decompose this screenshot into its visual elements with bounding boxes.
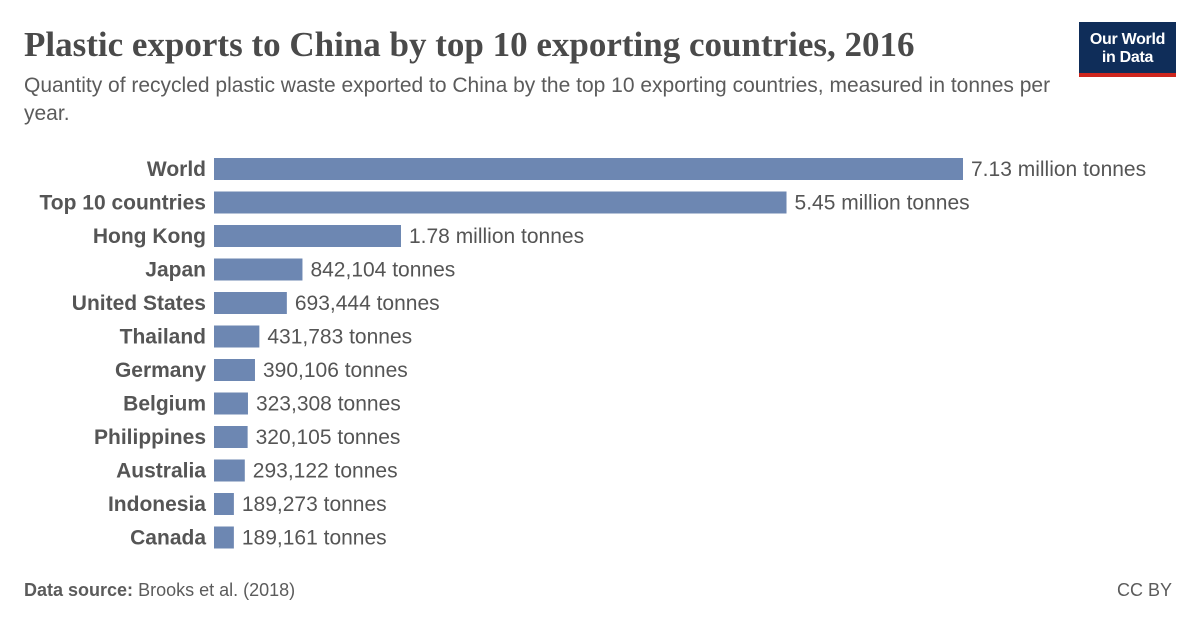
category-label: Philippines — [94, 426, 206, 449]
data-source: Data source: Brooks et al. (2018) — [24, 580, 295, 601]
category-label: United States — [72, 292, 206, 315]
value-label: 320,105 tonnes — [256, 426, 401, 449]
category-label: Japan — [145, 259, 206, 282]
category-label: Australia — [116, 460, 206, 483]
value-label: 693,444 tonnes — [295, 292, 440, 315]
bar[interactable] — [214, 426, 248, 448]
bar[interactable] — [214, 459, 245, 482]
bar[interactable] — [214, 359, 255, 381]
value-label: 390,106 tonnes — [263, 359, 408, 382]
category-label: World — [147, 158, 206, 181]
bar[interactable] — [214, 191, 787, 214]
owid-logo[interactable]: Our World in Data — [1079, 22, 1176, 77]
value-label: 189,273 tonnes — [242, 493, 387, 516]
category-label: Thailand — [120, 326, 206, 349]
value-label: 431,783 tonnes — [267, 326, 412, 349]
value-label: 323,308 tonnes — [256, 393, 401, 416]
bar[interactable] — [214, 526, 234, 549]
logo-line-2: in Data — [1101, 49, 1154, 66]
category-label: Belgium — [123, 393, 206, 416]
bars-layer: World 7.13 million tonnes Top 10 countries… — [40, 158, 1146, 550]
logo-line-1: Our World — [1089, 31, 1166, 48]
chart-subtitle: Quantity of recycled plastic waste expor… — [24, 74, 1051, 125]
category-label: Hong Kong — [93, 225, 206, 248]
bar-chart: World 7.13 million tonnes Top 10 countries… — [40, 158, 1146, 550]
bar[interactable] — [214, 258, 303, 281]
value-label: 1.78 million tonnes — [409, 225, 584, 248]
bar[interactable] — [214, 158, 963, 180]
value-label: 5.45 million tonnes — [795, 192, 970, 215]
bar[interactable] — [214, 325, 260, 348]
data-source-label: Data source: — [24, 580, 134, 600]
license-link[interactable]: CC BY — [1116, 580, 1172, 600]
bar[interactable] — [214, 292, 287, 314]
value-label: 293,122 tonnes — [253, 460, 398, 483]
category-label: Top 10 countries — [40, 192, 206, 215]
bar[interactable] — [214, 493, 234, 515]
value-label: 7.13 million tonnes — [971, 158, 1146, 181]
bar[interactable] — [214, 392, 248, 415]
category-label: Indonesia — [108, 493, 206, 516]
chart-title: Plastic exports to China by top 10 expor… — [24, 25, 915, 64]
value-label: 842,104 tonnes — [310, 259, 455, 282]
value-label: 189,161 tonnes — [242, 527, 387, 550]
category-label: Germany — [115, 359, 206, 382]
data-source-link[interactable]: Brooks et al. (2018) — [138, 580, 296, 600]
bar[interactable] — [214, 225, 401, 247]
category-label: Canada — [130, 527, 206, 550]
